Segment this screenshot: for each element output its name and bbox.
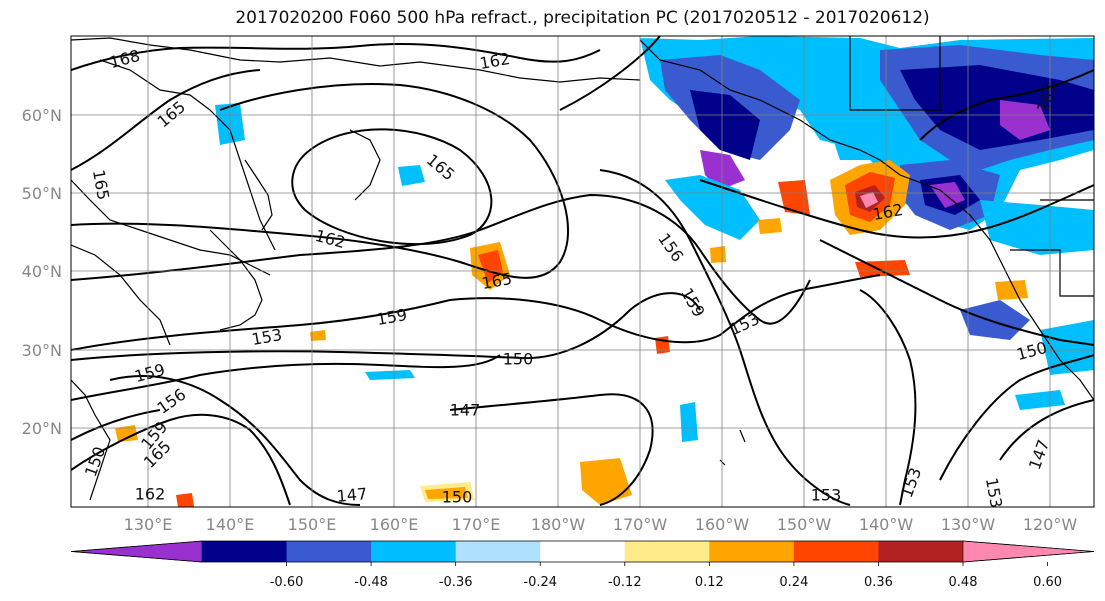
longitude-label: 130°E <box>124 515 173 534</box>
colorbar-swatch <box>793 541 879 562</box>
chart-title: 2017020200 F060 500 hPa refract., precip… <box>235 8 930 28</box>
colorbar-tick-label: -0.12 <box>608 575 642 590</box>
contour-label: 153 <box>982 476 1006 509</box>
colorbar <box>70 540 1095 563</box>
colorbar-tick-label: -0.60 <box>270 575 304 590</box>
colorbar-swatch <box>455 541 541 562</box>
longitude-label: 140°W <box>859 515 914 534</box>
contour-label: 150 <box>503 350 534 369</box>
contour-label: 150 <box>442 488 473 507</box>
colorbar-tick-label: -0.48 <box>354 575 388 590</box>
colorbar-tick-label: -0.24 <box>523 575 557 590</box>
colorbar-swatch <box>878 541 964 562</box>
longitude-label: 160°E <box>370 515 419 534</box>
longitude-label: 130°W <box>941 515 996 534</box>
latitude-label: 60°N <box>22 106 62 125</box>
longitude-label: 150°E <box>288 515 337 534</box>
colorbar-tick-labels: -0.60 -0.48 -0.36 -0.24 -0.12 0.12 0.24 0.36 0.4… <box>270 562 1062 590</box>
colorbar-swatch <box>371 541 457 562</box>
longitude-label: 120°W <box>1023 515 1078 534</box>
colorbar-tick-label: 0.12 <box>695 575 724 590</box>
graticule <box>71 36 1094 507</box>
colorbar-extend-max <box>962 540 1095 563</box>
longitude-labels: 130°E 140°E 150°E 160°E 170°E 180°W 170°W 160°W… <box>124 515 1078 534</box>
colorbar-tick-label: 0.36 <box>864 575 893 590</box>
contour-label: 147 <box>336 484 368 506</box>
map-frame <box>70 35 1095 508</box>
latitude-label: 20°N <box>22 419 62 438</box>
colorbar-tick-label: -0.36 <box>439 575 473 590</box>
latitude-label: 40°N <box>22 262 62 281</box>
colorbar-swatch <box>624 541 710 562</box>
precip-shading <box>115 36 1094 507</box>
longitude-label: 180°W <box>531 515 586 534</box>
longitude-label: 140°E <box>206 515 255 534</box>
refractivity-contours <box>71 36 1094 506</box>
longitude-label: 170°E <box>452 515 501 534</box>
contour-label: 153 <box>811 486 842 505</box>
colorbar-tick-label: 0.60 <box>1033 575 1062 590</box>
longitude-label: 150°W <box>777 515 832 534</box>
contour-label: 162 <box>135 485 166 504</box>
colorbar-swatch <box>202 541 288 562</box>
longitude-label: 170°W <box>613 515 668 534</box>
colorbar-tick-label: 0.24 <box>779 575 808 590</box>
longitude-label: 160°W <box>695 515 750 534</box>
latitude-label: 30°N <box>22 341 62 360</box>
colorbar-extend-min <box>70 540 203 563</box>
latitude-label: 50°N <box>22 184 62 203</box>
colorbar-swatch <box>286 541 372 562</box>
colorbar-swatch <box>709 541 795 562</box>
latitude-labels: 60°N 50°N 40°N 30°N 20°N <box>22 106 62 438</box>
colorbar-swatch <box>540 541 626 562</box>
contour-label: 147 <box>450 401 481 420</box>
colorbar-tick-label: 0.48 <box>949 575 978 590</box>
